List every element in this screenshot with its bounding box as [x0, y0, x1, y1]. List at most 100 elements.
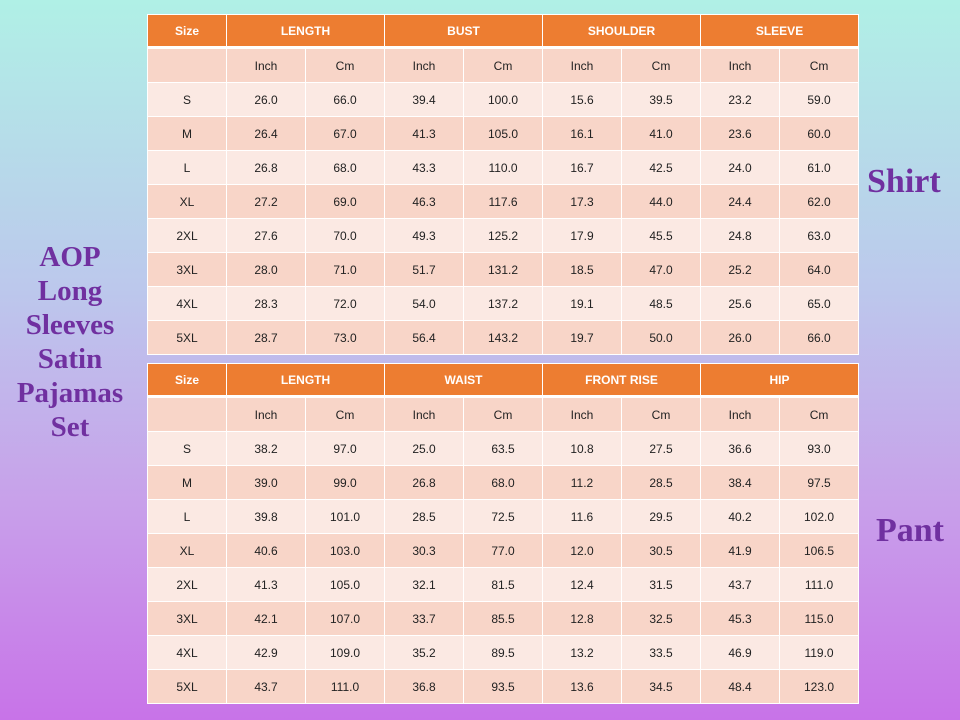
measurement-cell: 97.5 — [779, 465, 860, 500]
pant-label: Pant — [876, 512, 944, 549]
measurement-cell: 12.4 — [542, 567, 622, 602]
measurement-cell: 61.0 — [779, 150, 860, 185]
measurement-cell: 103.0 — [305, 533, 385, 568]
measurement-cell: 119.0 — [779, 635, 860, 670]
table-row: 4XL 28.3 72.0 54.0 137.2 19.1 48.5 25.6 65.0 — [147, 286, 860, 321]
measurement-cell: 59.0 — [779, 82, 860, 117]
size-cell: 5XL — [147, 669, 227, 704]
measurement-cell: 41.3 — [226, 567, 306, 602]
measurement-cell: 32.5 — [620, 601, 702, 636]
unit-header: Cm — [463, 396, 543, 432]
shirt-label: Shirt — [867, 163, 941, 200]
measurement-cell: 11.6 — [542, 499, 622, 534]
unit-header: Cm — [305, 396, 385, 432]
measurement-cell: 19.1 — [542, 286, 623, 321]
unit-row: Inch Cm Inch Cm Inch Cm Inch Cm — [147, 396, 860, 432]
measurement-cell: 123.0 — [779, 669, 860, 704]
measurement-cell: 13.6 — [542, 669, 622, 704]
measurement-cell: 65.0 — [779, 286, 860, 321]
measurement-cell: 32.1 — [384, 567, 464, 602]
measurement-cell: 81.5 — [463, 567, 543, 602]
title-line: Sleeves — [25, 309, 115, 341]
measurement-cell: 16.1 — [542, 116, 623, 151]
measurement-cell: 66.0 — [305, 82, 385, 117]
measurement-cell: 41.9 — [700, 533, 781, 568]
table-row: S 26.0 66.0 39.4 100.0 15.6 39.5 23.2 59.0 — [147, 82, 860, 117]
measurement-cell: 93.0 — [779, 431, 860, 466]
column-header: Size — [147, 363, 227, 398]
measurement-cell: 30.5 — [620, 533, 702, 568]
measurement-cell: 16.7 — [542, 150, 623, 185]
unit-header: Inch — [384, 47, 464, 83]
measurement-cell: 99.0 — [305, 465, 385, 500]
pant-size-table: Size LENGTH WAIST FRONT RISE HIP Inch Cm Inch Cm… — [147, 363, 860, 704]
measurement-cell: 42.9 — [226, 635, 306, 670]
measurement-cell: 13.2 — [542, 635, 622, 670]
measurement-cell: 25.0 — [384, 431, 464, 466]
title-line: AOP — [39, 241, 101, 273]
measurement-cell: 38.2 — [226, 431, 306, 466]
measurement-cell: 40.2 — [700, 499, 781, 534]
measurement-cell: 64.0 — [779, 252, 860, 287]
measurement-cell: 93.5 — [463, 669, 543, 704]
measurement-cell: 25.6 — [700, 286, 781, 321]
measurement-cell: 26.8 — [384, 465, 464, 500]
column-header: WAIST — [384, 363, 543, 398]
unit-header: Cm — [779, 396, 860, 432]
measurement-cell: 68.0 — [463, 465, 543, 500]
unit-header: Inch — [226, 47, 306, 83]
measurement-cell: 49.3 — [384, 218, 464, 253]
measurement-cell: 68.0 — [305, 150, 385, 185]
measurement-cell: 39.8 — [226, 499, 306, 534]
size-cell: 2XL — [147, 567, 227, 602]
measurement-cell: 45.3 — [700, 601, 781, 636]
column-header: SLEEVE — [700, 14, 860, 49]
empty-cell — [147, 396, 227, 432]
measurement-cell: 39.0 — [226, 465, 306, 500]
measurement-cell: 29.5 — [620, 499, 702, 534]
measurement-cell: 25.2 — [700, 252, 781, 287]
measurement-cell: 26.0 — [226, 82, 306, 117]
unit-header: Cm — [621, 47, 702, 83]
page-title: AOP Long Sleeves Satin Pajamas Set — [0, 240, 140, 444]
table-row: 2XL 41.3 105.0 32.1 81.5 12.4 31.5 43.7 111.0 — [147, 567, 860, 602]
unit-row: Inch Cm Inch Cm Inch Cm Inch Cm — [147, 47, 860, 83]
measurement-cell: 17.3 — [542, 184, 623, 219]
measurement-cell: 71.0 — [305, 252, 385, 287]
column-header: SHOULDER — [542, 14, 702, 49]
measurement-cell: 24.8 — [700, 218, 781, 253]
size-cell: M — [147, 465, 227, 500]
measurement-cell: 41.3 — [384, 116, 464, 151]
size-cell: XL — [147, 184, 227, 219]
table-row: M 26.4 67.0 41.3 105.0 16.1 41.0 23.6 60.0 — [147, 116, 860, 151]
table-row: 5XL 28.7 73.0 56.4 143.2 19.7 50.0 26.0 66.0 — [147, 320, 860, 355]
measurement-cell: 38.4 — [700, 465, 781, 500]
measurement-cell: 33.5 — [620, 635, 702, 670]
measurement-cell: 56.4 — [384, 320, 464, 355]
measurement-cell: 33.7 — [384, 601, 464, 636]
measurement-cell: 30.3 — [384, 533, 464, 568]
header-row: Size LENGTH BUST SHOULDER SLEEVE — [147, 14, 860, 49]
unit-header: Cm — [779, 47, 860, 83]
title-line: Long — [37, 275, 103, 307]
measurement-cell: 42.5 — [621, 150, 702, 185]
measurement-cell: 47.0 — [621, 252, 702, 287]
size-cell: M — [147, 116, 227, 151]
measurement-cell: 27.5 — [620, 431, 702, 466]
measurement-cell: 27.2 — [226, 184, 306, 219]
table-row: S 38.2 97.0 25.0 63.5 10.8 27.5 36.6 93.0 — [147, 431, 860, 466]
measurement-cell: 39.4 — [384, 82, 464, 117]
measurement-cell: 27.6 — [226, 218, 306, 253]
measurement-cell: 115.0 — [779, 601, 860, 636]
measurement-cell: 12.0 — [542, 533, 622, 568]
measurement-cell: 24.4 — [700, 184, 781, 219]
measurement-cell: 12.8 — [542, 601, 622, 636]
measurement-cell: 28.5 — [620, 465, 702, 500]
measurement-cell: 36.8 — [384, 669, 464, 704]
measurement-cell: 125.2 — [462, 218, 544, 253]
table-row: 4XL 42.9 109.0 35.2 89.5 13.2 33.5 46.9 119.0 — [147, 635, 860, 670]
measurement-cell: 67.0 — [305, 116, 385, 151]
measurement-cell: 70.0 — [305, 218, 385, 253]
table-row: 3XL 28.0 71.0 51.7 131.2 18.5 47.0 25.2 64.0 — [147, 252, 860, 287]
size-cell: 2XL — [147, 218, 227, 253]
